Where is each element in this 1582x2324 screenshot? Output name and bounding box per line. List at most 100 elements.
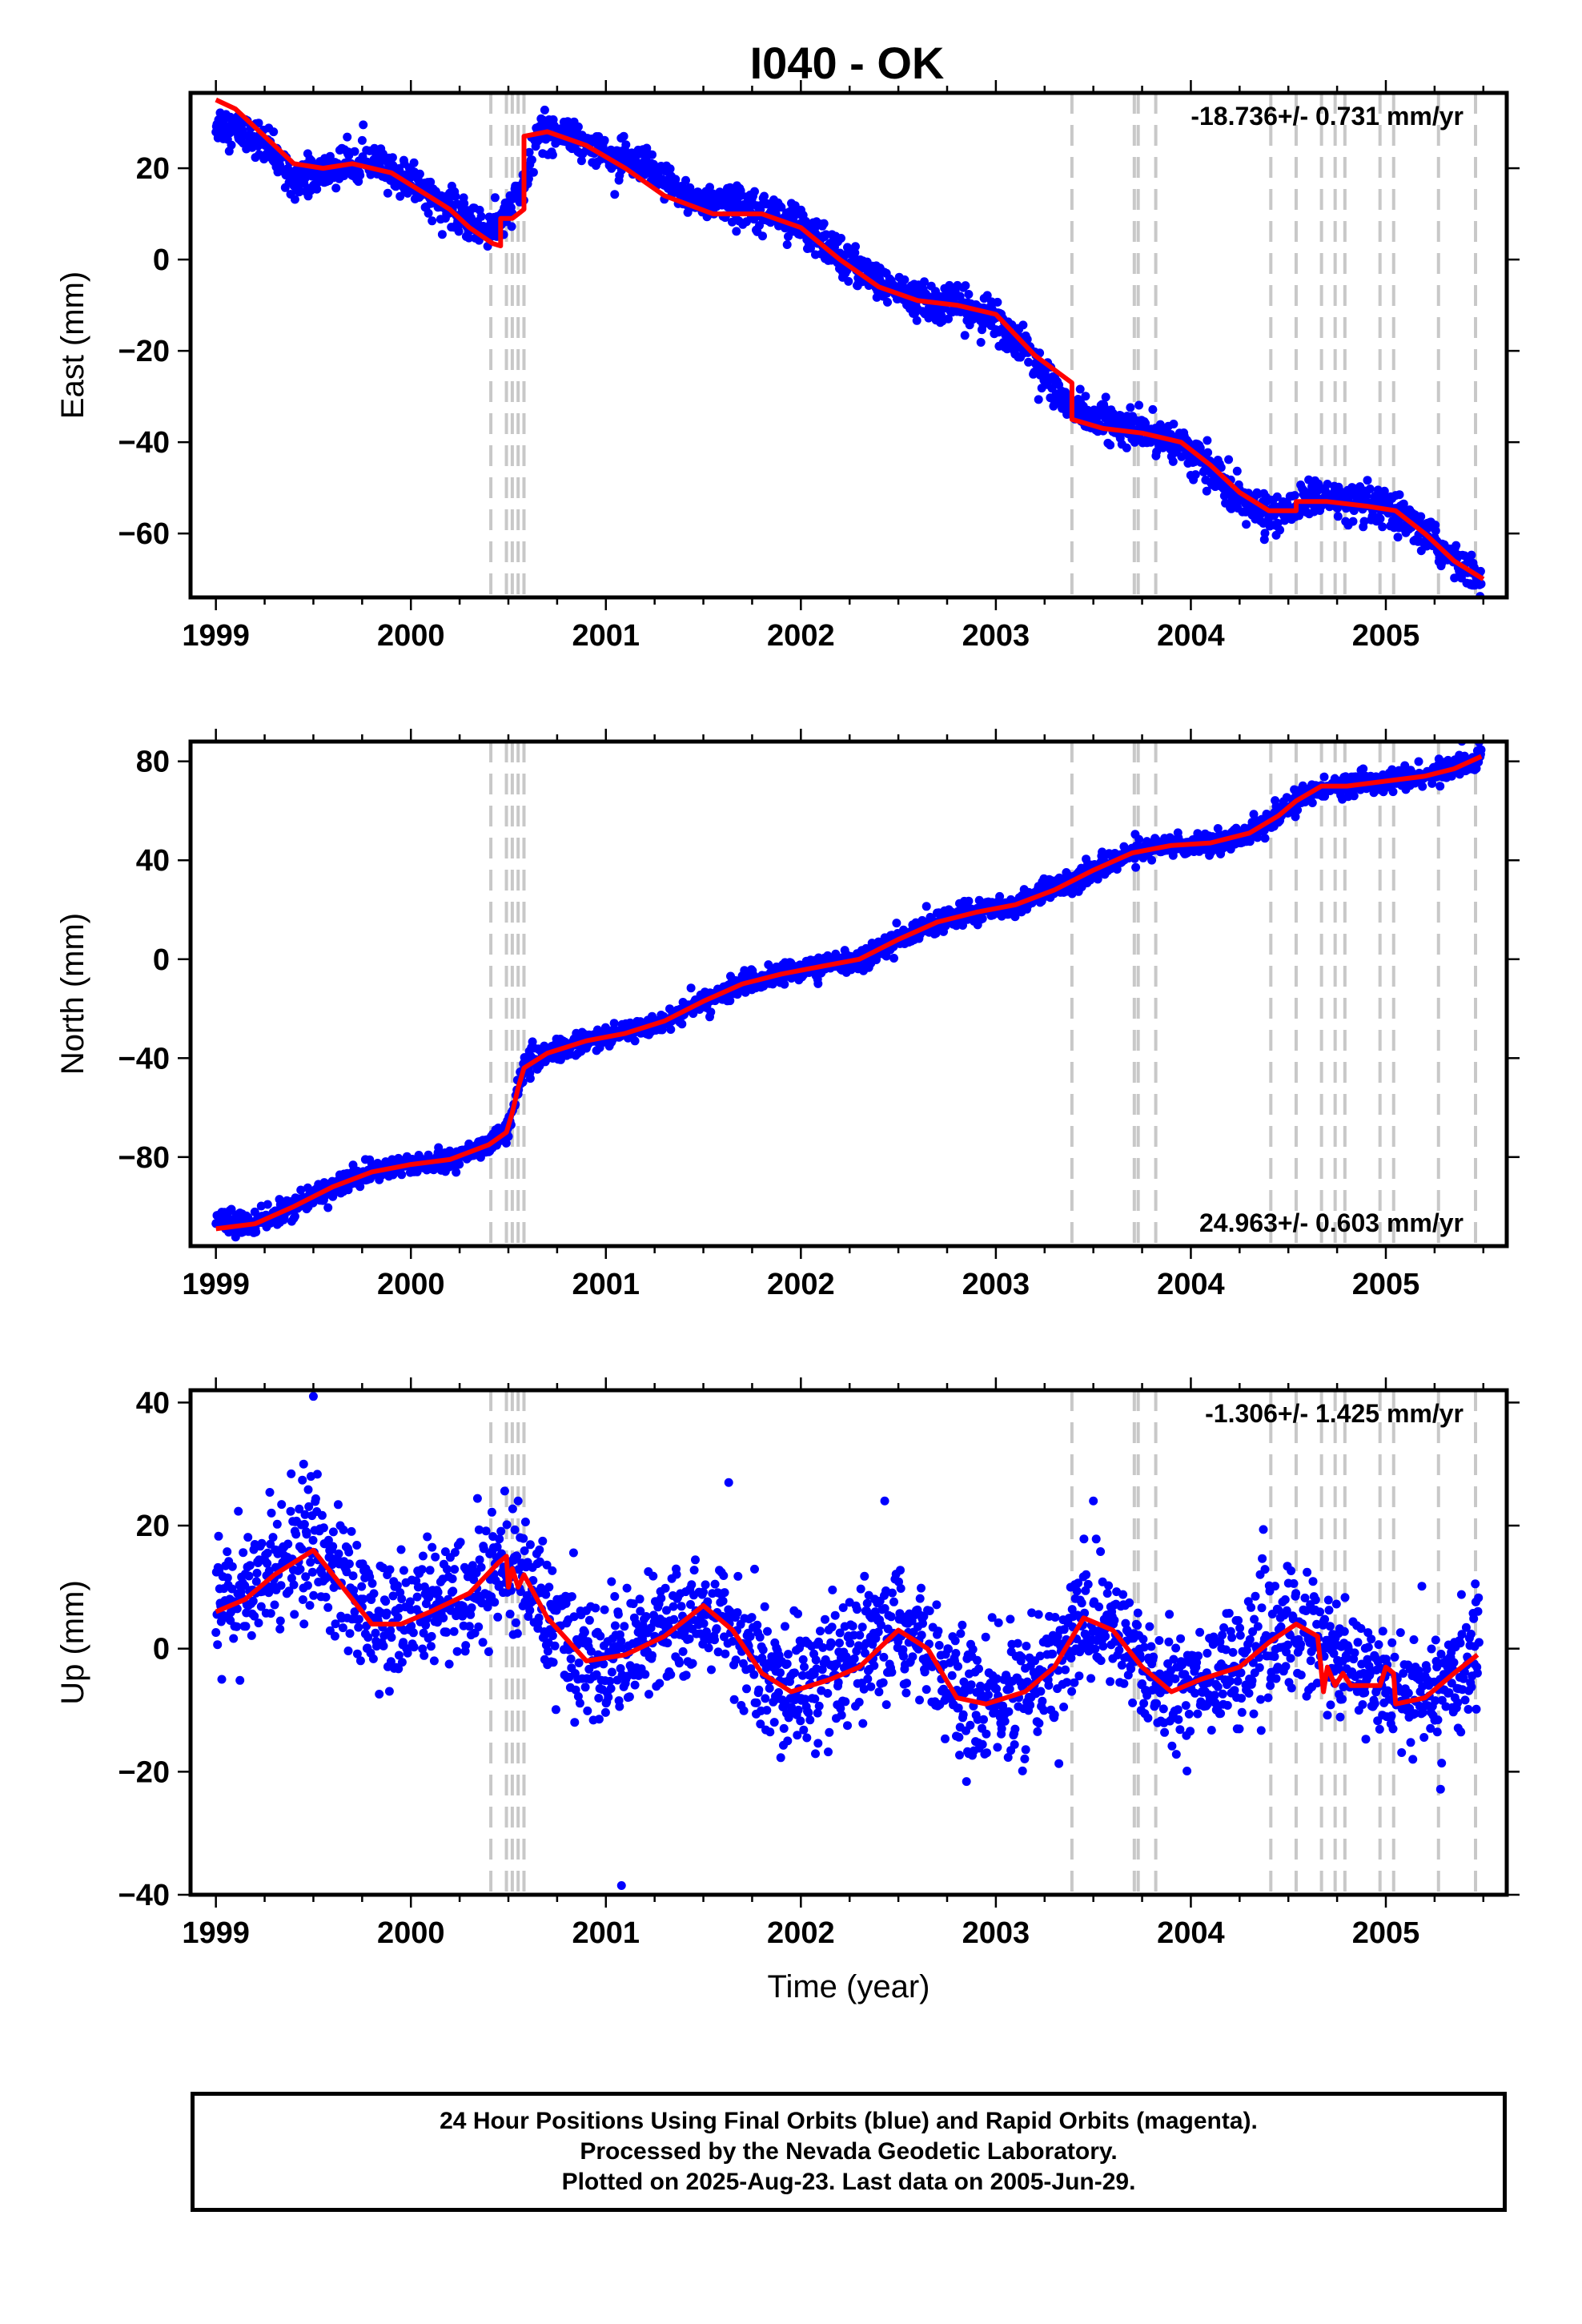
data-point (266, 1609, 275, 1618)
data-point (359, 1594, 368, 1604)
data-point (393, 1613, 403, 1622)
data-point (487, 1507, 496, 1517)
data-point (323, 1602, 333, 1612)
data-point (420, 1651, 429, 1660)
data-point (1416, 512, 1426, 521)
data-point (780, 979, 789, 989)
data-point (214, 1531, 223, 1541)
x-tick-label: 2004 (1157, 619, 1225, 653)
data-point (384, 1687, 394, 1696)
data-point (944, 314, 953, 324)
data-point (801, 216, 810, 226)
data-point (339, 1525, 348, 1534)
data-point (444, 1659, 454, 1669)
data-point (357, 1582, 367, 1591)
data-point (1203, 436, 1212, 445)
data-point (806, 243, 815, 253)
data-point (1148, 404, 1158, 414)
data-point (349, 1586, 359, 1595)
data-point (466, 1610, 476, 1619)
data-point (311, 1494, 320, 1503)
data-point (508, 1504, 517, 1514)
data-point (502, 1520, 512, 1530)
north-model-line (215, 754, 1483, 1232)
data-point (492, 1542, 502, 1552)
data-point (1435, 782, 1445, 791)
data-point (251, 1227, 261, 1236)
data-point (525, 1074, 535, 1084)
data-point (394, 1664, 404, 1674)
data-point (490, 1598, 500, 1607)
data-point (448, 1586, 458, 1596)
data-point (889, 954, 898, 963)
data-point (397, 1658, 407, 1667)
x-tick-label: 2004 (1157, 1268, 1225, 1301)
data-point (681, 175, 690, 185)
data-point (299, 1519, 309, 1529)
data-point (519, 1534, 528, 1543)
data-point (417, 1565, 427, 1574)
data-point (1359, 517, 1369, 526)
data-point (1450, 573, 1460, 583)
data-point (413, 1582, 423, 1592)
data-point (1431, 526, 1440, 536)
data-point (289, 1580, 299, 1590)
up-panel: 1999 2000 2001 2002 2003 2004 200540200−20−40U… (55, 1377, 1520, 2004)
data-point (371, 1628, 380, 1638)
data-point (958, 921, 967, 930)
data-point (319, 1523, 328, 1533)
data-point (442, 1565, 452, 1574)
data-point (1272, 492, 1282, 501)
data-point (328, 1542, 338, 1551)
data-point (1191, 470, 1200, 480)
data-point (1122, 443, 1131, 452)
data-point (511, 1618, 520, 1627)
data-point (290, 1610, 299, 1619)
data-point (232, 1622, 242, 1631)
data-point (399, 1566, 408, 1575)
data-point (1323, 480, 1332, 489)
data-point (223, 1547, 232, 1557)
data-point (290, 1212, 299, 1221)
data-point (1134, 834, 1144, 844)
data-point (1232, 466, 1242, 476)
data-point (407, 1621, 416, 1630)
data-point (1224, 455, 1234, 464)
data-point (344, 1547, 354, 1557)
data-point (524, 174, 533, 183)
data-point (1245, 837, 1255, 846)
data-point (961, 281, 970, 291)
data-point (1134, 400, 1144, 410)
data-point (464, 1622, 474, 1631)
data-point (428, 1542, 437, 1552)
data-point (385, 1565, 395, 1574)
data-point (540, 105, 549, 115)
data-point (964, 896, 974, 906)
data-point (1022, 335, 1032, 344)
east-velocity-label: -18.736+/- 0.731 mm/yr (1191, 102, 1464, 131)
data-point (1147, 855, 1157, 865)
data-point (1395, 490, 1404, 500)
data-point (1476, 745, 1486, 754)
data-point (227, 1562, 237, 1571)
data-point (1452, 541, 1461, 550)
data-point (1081, 392, 1090, 401)
data-point (382, 1608, 391, 1618)
data-point (750, 187, 759, 196)
data-point (1273, 518, 1283, 528)
data-point (1203, 448, 1213, 457)
data-point (305, 1601, 315, 1610)
data-point (912, 316, 921, 325)
data-point (782, 240, 792, 249)
y-tick-label: −40 (118, 426, 170, 460)
data-point (493, 1612, 503, 1622)
data-point (813, 979, 823, 988)
data-point (307, 1567, 317, 1577)
data-point (300, 1510, 310, 1519)
data-point (235, 1675, 245, 1685)
data-point (408, 1628, 418, 1638)
data-point (452, 1168, 461, 1177)
data-point (512, 1629, 522, 1638)
data-point (1253, 833, 1263, 842)
data-point (1363, 476, 1372, 485)
